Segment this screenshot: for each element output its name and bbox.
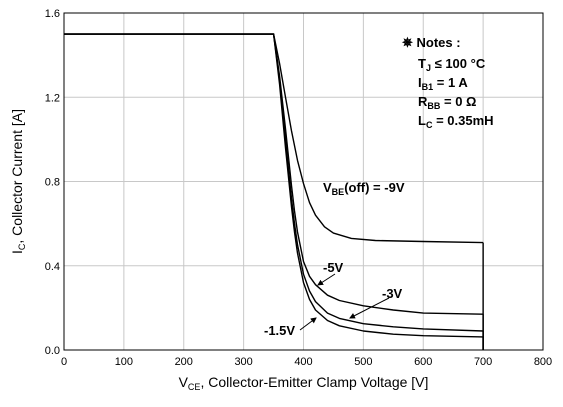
curve-label-2: -3V [382,286,403,301]
series-line-3 [64,33,484,338]
y-tick-label: 0.0 [45,345,60,357]
x-tick-label: 300 [234,356,252,368]
x-tick-label: 700 [474,356,492,368]
label-pointers [299,273,390,331]
x-tick-labels: 0 100 200 300 400 500 600 700 800 [61,356,552,368]
notes-box: ✵ Notes : TJ ≤ 100 °C IB1 = 1 A RBB = 0 Ω LC… [401,35,494,130]
y-tick-label: 0.8 [45,177,60,189]
series-line-0 [64,33,484,244]
y-axis-label: IC, Collector Current [A] [9,109,27,254]
curve-label-1: -5V [323,260,344,275]
notes-header: ✵ Notes : [401,35,461,50]
y-tick-label: 1.6 [45,8,60,20]
y-tick-labels: 0.0 0.4 0.8 1.2 1.6 [45,8,60,357]
label-arrow-0 [317,273,336,286]
curves [64,33,484,350]
y-tick-label: 0.4 [45,261,60,273]
label-arrow-2 [299,317,317,331]
curve-label-0: VBE(off) = -9V [323,180,405,197]
plot-frame [63,12,544,351]
notes-line-0: TJ ≤ 100 °C [418,56,486,73]
y-tick-label: 1.2 [45,92,60,104]
x-tick-label: 500 [354,356,372,368]
label-arrow-1 [349,297,390,319]
notes-line-2: RBB = 0 Ω [418,94,476,111]
notes-line-1: IB1 = 1 A [418,75,468,92]
x-tick-label: 800 [534,356,552,368]
notes-line-3: LC = 0.35mH [418,113,494,130]
series-line-1 [64,33,484,315]
x-tick-label: 100 [115,356,133,368]
x-tick-label: 600 [414,356,432,368]
x-tick-label: 400 [294,356,312,368]
curve-labels: VBE(off) = -9V -5V -3V -1.5V [264,180,405,338]
x-axis-label: VCE, Collector-Emitter Clamp Voltage [V] [179,374,429,392]
x-tick-label: 0 [61,356,67,368]
x-tick-label: 200 [175,356,193,368]
curve-label-3: -1.5V [264,323,295,338]
